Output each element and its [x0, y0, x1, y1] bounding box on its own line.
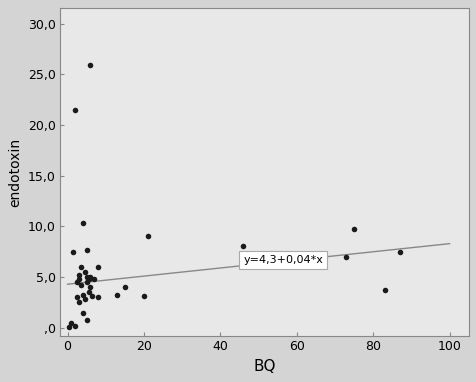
Point: [79, 309, 87, 316]
Point: [395, 249, 403, 255]
Point: [66, 324, 73, 330]
Point: [71, 323, 79, 329]
Point: [75, 272, 83, 278]
Point: [83, 279, 90, 285]
Point: [87, 284, 94, 290]
Point: [94, 295, 102, 301]
Y-axis label: endotoxin: endotoxin: [8, 138, 22, 207]
Point: [83, 317, 90, 323]
Point: [140, 293, 148, 299]
Point: [239, 243, 247, 249]
Point: [85, 289, 92, 295]
Point: [144, 233, 151, 239]
Point: [380, 287, 387, 293]
Point: [90, 276, 98, 282]
Point: [83, 247, 90, 253]
Point: [349, 227, 357, 233]
Point: [121, 284, 129, 290]
Point: [87, 274, 94, 280]
Point: [113, 292, 121, 298]
X-axis label: BQ: BQ: [253, 359, 275, 374]
Point: [73, 295, 81, 301]
Point: [85, 276, 92, 282]
Point: [75, 299, 83, 306]
Text: y=4,3+0,04*x: y=4,3+0,04*x: [243, 255, 322, 265]
Point: [89, 293, 96, 299]
Point: [69, 249, 77, 255]
Point: [81, 296, 89, 303]
Point: [79, 220, 87, 227]
Point: [247, 254, 254, 260]
Point: [342, 254, 349, 260]
Point: [73, 279, 81, 285]
Point: [83, 274, 90, 280]
Point: [94, 264, 102, 270]
Point: [81, 269, 89, 275]
Point: [68, 320, 75, 326]
Point: [77, 282, 85, 288]
Point: [71, 107, 79, 113]
Point: [77, 264, 85, 270]
Point: [87, 62, 94, 68]
Point: [79, 292, 87, 298]
Point: [75, 276, 83, 282]
